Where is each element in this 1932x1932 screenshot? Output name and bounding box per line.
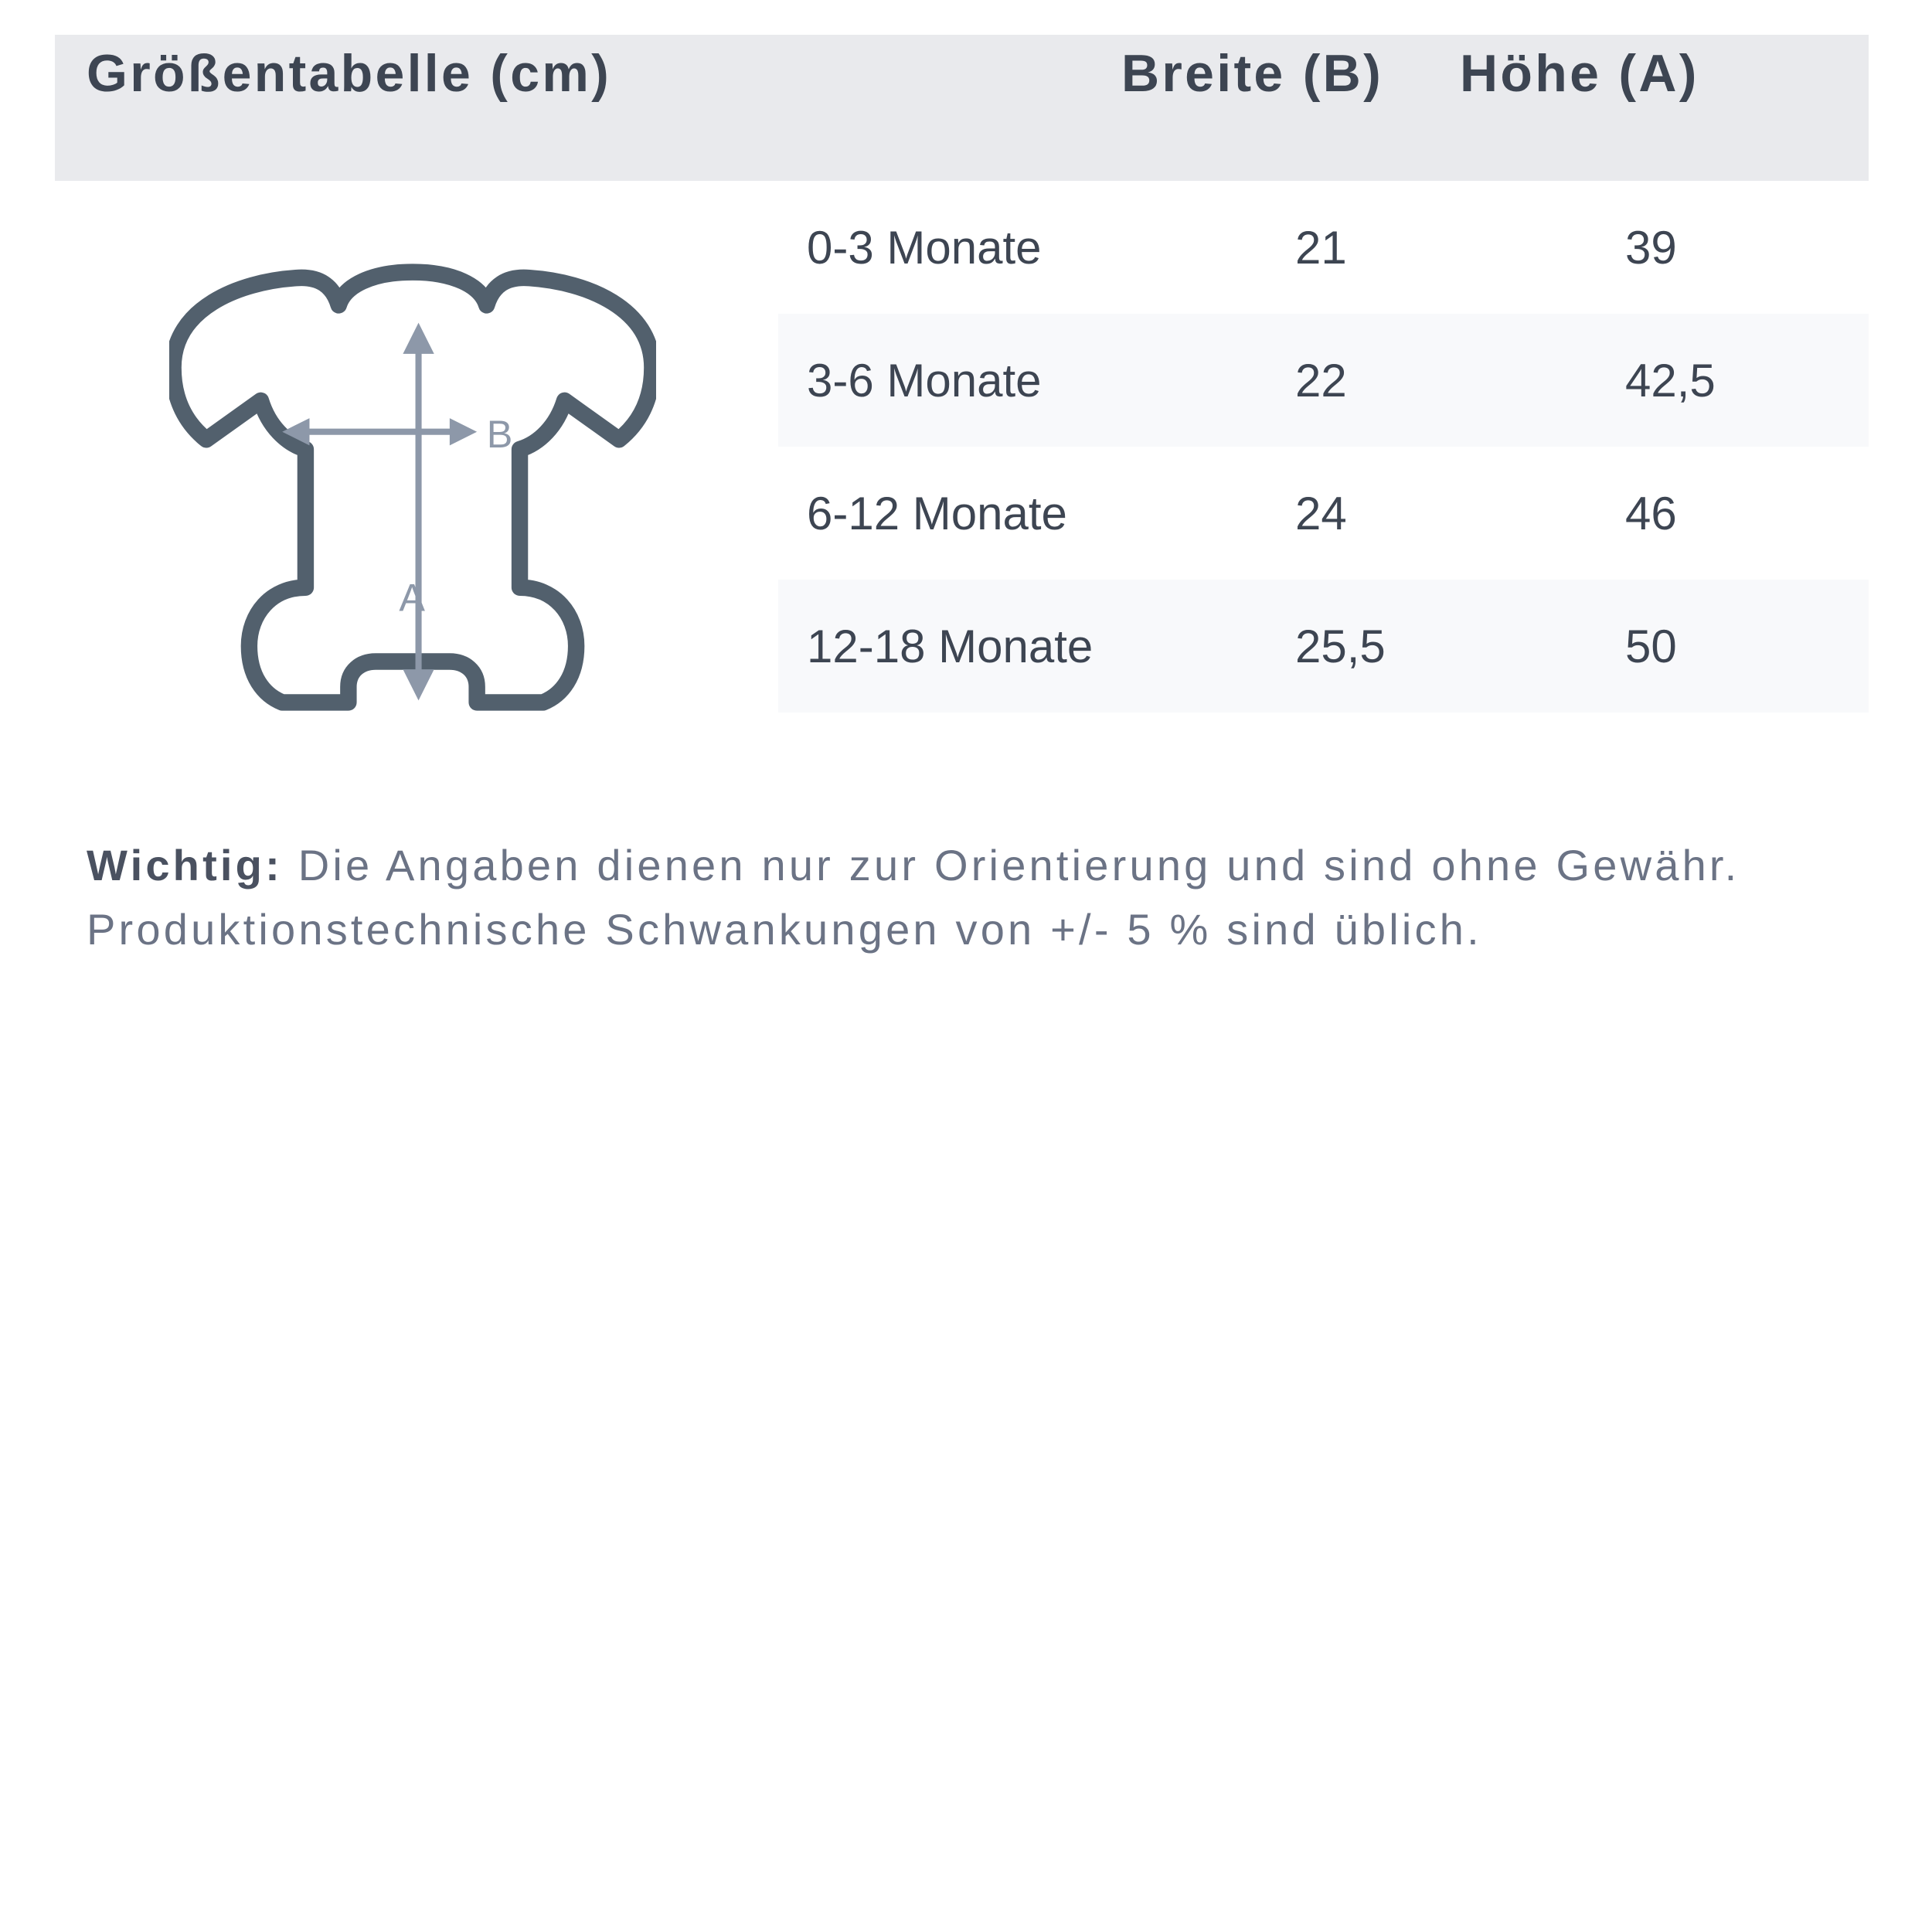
- svg-text:B: B: [487, 412, 513, 456]
- svg-text:A: A: [399, 575, 425, 619]
